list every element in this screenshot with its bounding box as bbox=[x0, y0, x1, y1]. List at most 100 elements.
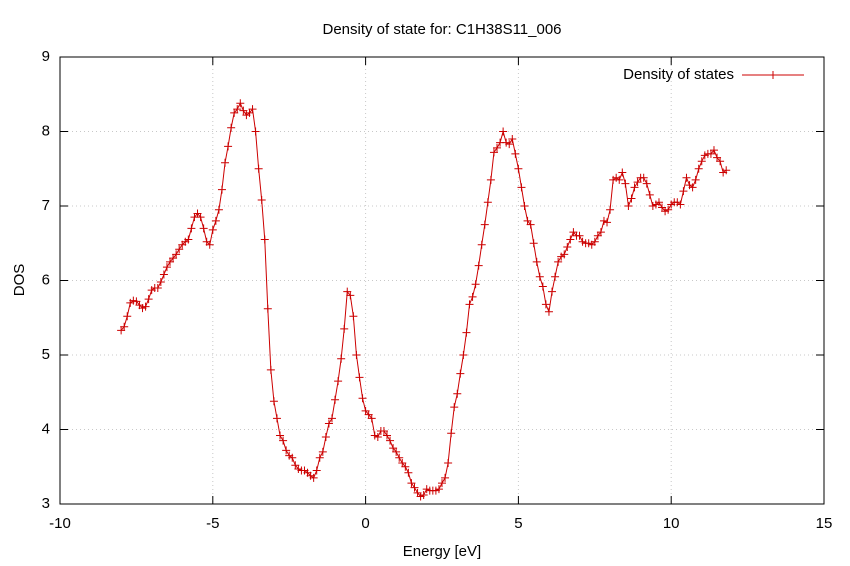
point-marker bbox=[205, 240, 214, 249]
point-marker bbox=[535, 272, 544, 281]
point-marker bbox=[352, 351, 361, 359]
point-marker bbox=[544, 307, 553, 316]
chart-title: Density of state for: C1H38S11_006 bbox=[322, 21, 561, 38]
legend-label: Density of states bbox=[623, 66, 734, 83]
point-marker bbox=[676, 200, 685, 209]
point-marker bbox=[633, 178, 642, 187]
point-marker bbox=[520, 202, 529, 210]
point-marker bbox=[260, 235, 269, 244]
point-marker bbox=[514, 164, 523, 173]
point-marker bbox=[471, 280, 480, 289]
y-tick-label: 6 bbox=[42, 271, 50, 288]
legend-swatch-marker bbox=[769, 71, 777, 79]
point-marker bbox=[386, 436, 395, 445]
series-line bbox=[120, 101, 727, 498]
y-axis-label: DOS bbox=[11, 264, 28, 297]
y-tick-label: 5 bbox=[42, 346, 50, 363]
point-marker bbox=[722, 166, 731, 175]
point-marker bbox=[153, 283, 162, 292]
y-tick-label: 8 bbox=[42, 122, 50, 139]
point-marker bbox=[141, 302, 150, 311]
point-marker bbox=[187, 224, 196, 233]
x-tick-label: -5 bbox=[206, 515, 219, 532]
point-marker bbox=[224, 142, 233, 151]
point-marker bbox=[465, 300, 474, 309]
point-marker bbox=[483, 198, 492, 207]
point-marker bbox=[709, 146, 718, 155]
y-tick-label: 4 bbox=[42, 420, 50, 437]
point-marker bbox=[239, 106, 248, 115]
x-tick-label: 15 bbox=[816, 515, 833, 532]
point-marker bbox=[321, 432, 330, 441]
point-marker bbox=[327, 414, 336, 423]
point-marker bbox=[563, 242, 572, 251]
point-marker bbox=[401, 462, 410, 471]
point-marker bbox=[373, 432, 382, 441]
point-marker bbox=[447, 429, 456, 438]
point-marker bbox=[590, 237, 599, 246]
point-marker bbox=[324, 419, 333, 428]
point-marker bbox=[233, 105, 242, 114]
point-marker bbox=[272, 414, 281, 423]
point-marker bbox=[172, 250, 181, 259]
point-marker bbox=[156, 277, 165, 286]
point-marker bbox=[434, 485, 443, 494]
point-marker bbox=[716, 157, 725, 166]
point-marker bbox=[395, 453, 404, 462]
point-marker bbox=[276, 431, 285, 440]
point-marker bbox=[367, 414, 376, 423]
point-marker bbox=[474, 261, 483, 270]
point-marker bbox=[248, 105, 257, 114]
point-marker bbox=[441, 473, 450, 482]
point-marker bbox=[615, 175, 624, 184]
point-marker bbox=[575, 231, 584, 240]
point-marker bbox=[664, 205, 673, 214]
point-marker bbox=[214, 205, 223, 214]
point-marker bbox=[392, 447, 401, 456]
point-marker bbox=[682, 173, 691, 182]
point-marker bbox=[606, 205, 615, 214]
point-marker bbox=[318, 447, 327, 456]
point-marker bbox=[462, 328, 471, 337]
point-marker bbox=[596, 228, 605, 237]
point-marker bbox=[627, 194, 636, 203]
x-tick-label: 0 bbox=[361, 515, 369, 532]
point-marker bbox=[269, 397, 278, 406]
point-marker bbox=[410, 483, 419, 492]
point-marker bbox=[450, 403, 459, 412]
point-marker bbox=[331, 395, 340, 404]
point-marker bbox=[624, 202, 633, 210]
point-marker bbox=[548, 287, 557, 296]
point-marker bbox=[551, 272, 560, 281]
point-marker bbox=[554, 257, 563, 266]
point-marker bbox=[159, 270, 168, 279]
point-marker bbox=[642, 179, 651, 188]
point-marker bbox=[694, 164, 703, 173]
point-marker bbox=[251, 127, 260, 136]
point-marker bbox=[257, 196, 266, 205]
point-marker bbox=[654, 198, 663, 207]
point-marker bbox=[263, 304, 272, 313]
point-marker bbox=[630, 183, 639, 192]
point-marker bbox=[444, 459, 453, 468]
point-marker bbox=[679, 187, 688, 196]
point-marker bbox=[493, 143, 502, 152]
point-marker bbox=[688, 183, 697, 192]
point-marker bbox=[279, 436, 288, 445]
y-tick-label: 7 bbox=[42, 197, 50, 214]
point-marker bbox=[282, 446, 291, 455]
point-marker bbox=[334, 377, 343, 386]
y-tick-label: 9 bbox=[42, 48, 50, 65]
point-marker bbox=[254, 164, 263, 173]
point-marker bbox=[438, 479, 446, 488]
point-marker bbox=[217, 185, 226, 194]
point-marker bbox=[560, 250, 569, 259]
point-marker bbox=[645, 190, 654, 199]
point-marker bbox=[508, 134, 517, 143]
point-marker bbox=[477, 240, 486, 249]
point-marker bbox=[123, 312, 132, 321]
point-marker bbox=[349, 312, 358, 321]
point-marker bbox=[221, 158, 230, 167]
point-marker bbox=[489, 148, 498, 157]
